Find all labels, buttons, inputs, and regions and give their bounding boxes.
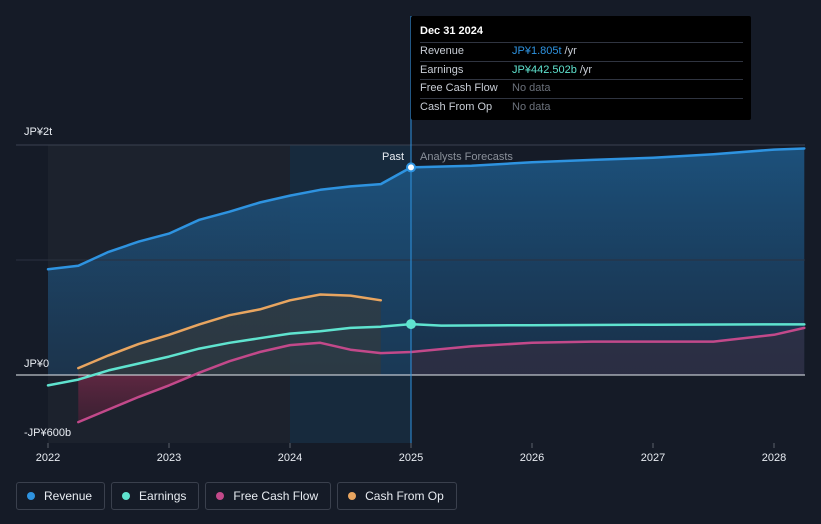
x-tick-label: 2027: [641, 452, 665, 464]
tooltip-row-earnings: Earnings JP¥442.502b/yr: [420, 60, 743, 80]
tooltip-row-cash-from-op: Cash From Op No data: [420, 97, 743, 117]
x-tick-label: 2025: [399, 452, 423, 464]
legend-item-earnings[interactable]: Earnings: [111, 482, 200, 510]
y-label-bottom: -JP¥600b: [24, 427, 71, 439]
tooltip-row-value: JP¥442.502b/yr: [512, 63, 593, 76]
revenue-marker: [406, 162, 416, 173]
earnings-line: [46, 322, 806, 387]
chart-legend: Revenue Earnings Free Cash Flow Cash Fro…: [16, 482, 457, 512]
legend-item-free-cash-flow[interactable]: Free Cash Flow: [205, 482, 332, 510]
legend-dot-icon: [348, 492, 357, 500]
legend-label: Cash From Op: [365, 489, 444, 503]
tooltip-row-name: Cash From Op: [420, 100, 493, 113]
revenue-line: [46, 147, 806, 271]
legend-label: Free Cash Flow: [233, 489, 319, 503]
earnings-marker: [406, 319, 416, 330]
tooltip-date: Dec 31 2024: [420, 25, 483, 37]
x-tick-label: 2022: [36, 452, 60, 464]
x-tick-label: 2028: [762, 452, 786, 464]
tooltip-row-value: No data: [512, 100, 551, 113]
tooltip-row-name: Revenue: [420, 45, 465, 57]
free-cash-flow-line: [77, 326, 806, 424]
y-label-top: JP¥2t: [24, 126, 52, 138]
x-tick-label: 2024: [278, 452, 302, 464]
tooltip-row-name: Free Cash Flow: [420, 82, 498, 94]
tooltip-row-revenue: Revenue JP¥1.805t/yr: [420, 42, 743, 61]
legend-item-cash-from-op[interactable]: Cash From Op: [337, 482, 457, 510]
legend-dot-icon: [216, 492, 225, 500]
legend-item-revenue[interactable]: Revenue: [16, 482, 106, 510]
tooltip-row-value: JP¥1.805t/yr: [512, 45, 577, 57]
forecast-label: Analysts Forecasts: [420, 151, 513, 163]
tooltip-row-name: Earnings: [420, 63, 464, 76]
free-cash-flow-forecast-area: [411, 327, 805, 375]
data-tooltip: Dec 31 2024 Revenue JP¥1.805t/yr Earning…: [411, 16, 751, 120]
x-tick-label: 2026: [520, 452, 544, 464]
y-label-zero: JP¥0: [24, 358, 49, 370]
x-tick-label: 2023: [157, 452, 181, 464]
tooltip-row-free-cash-flow: Free Cash Flow No data: [420, 79, 743, 98]
cash-from-op-area: [78, 294, 381, 375]
cash-from-op-line: [77, 293, 383, 370]
past-label: Past: [382, 151, 404, 163]
tooltip-row-value: No data: [512, 82, 551, 94]
legend-dot-icon: [122, 492, 131, 500]
legend-label: Revenue: [44, 489, 93, 503]
legend-dot-icon: [27, 492, 35, 500]
legend-label: Earnings: [139, 489, 187, 503]
